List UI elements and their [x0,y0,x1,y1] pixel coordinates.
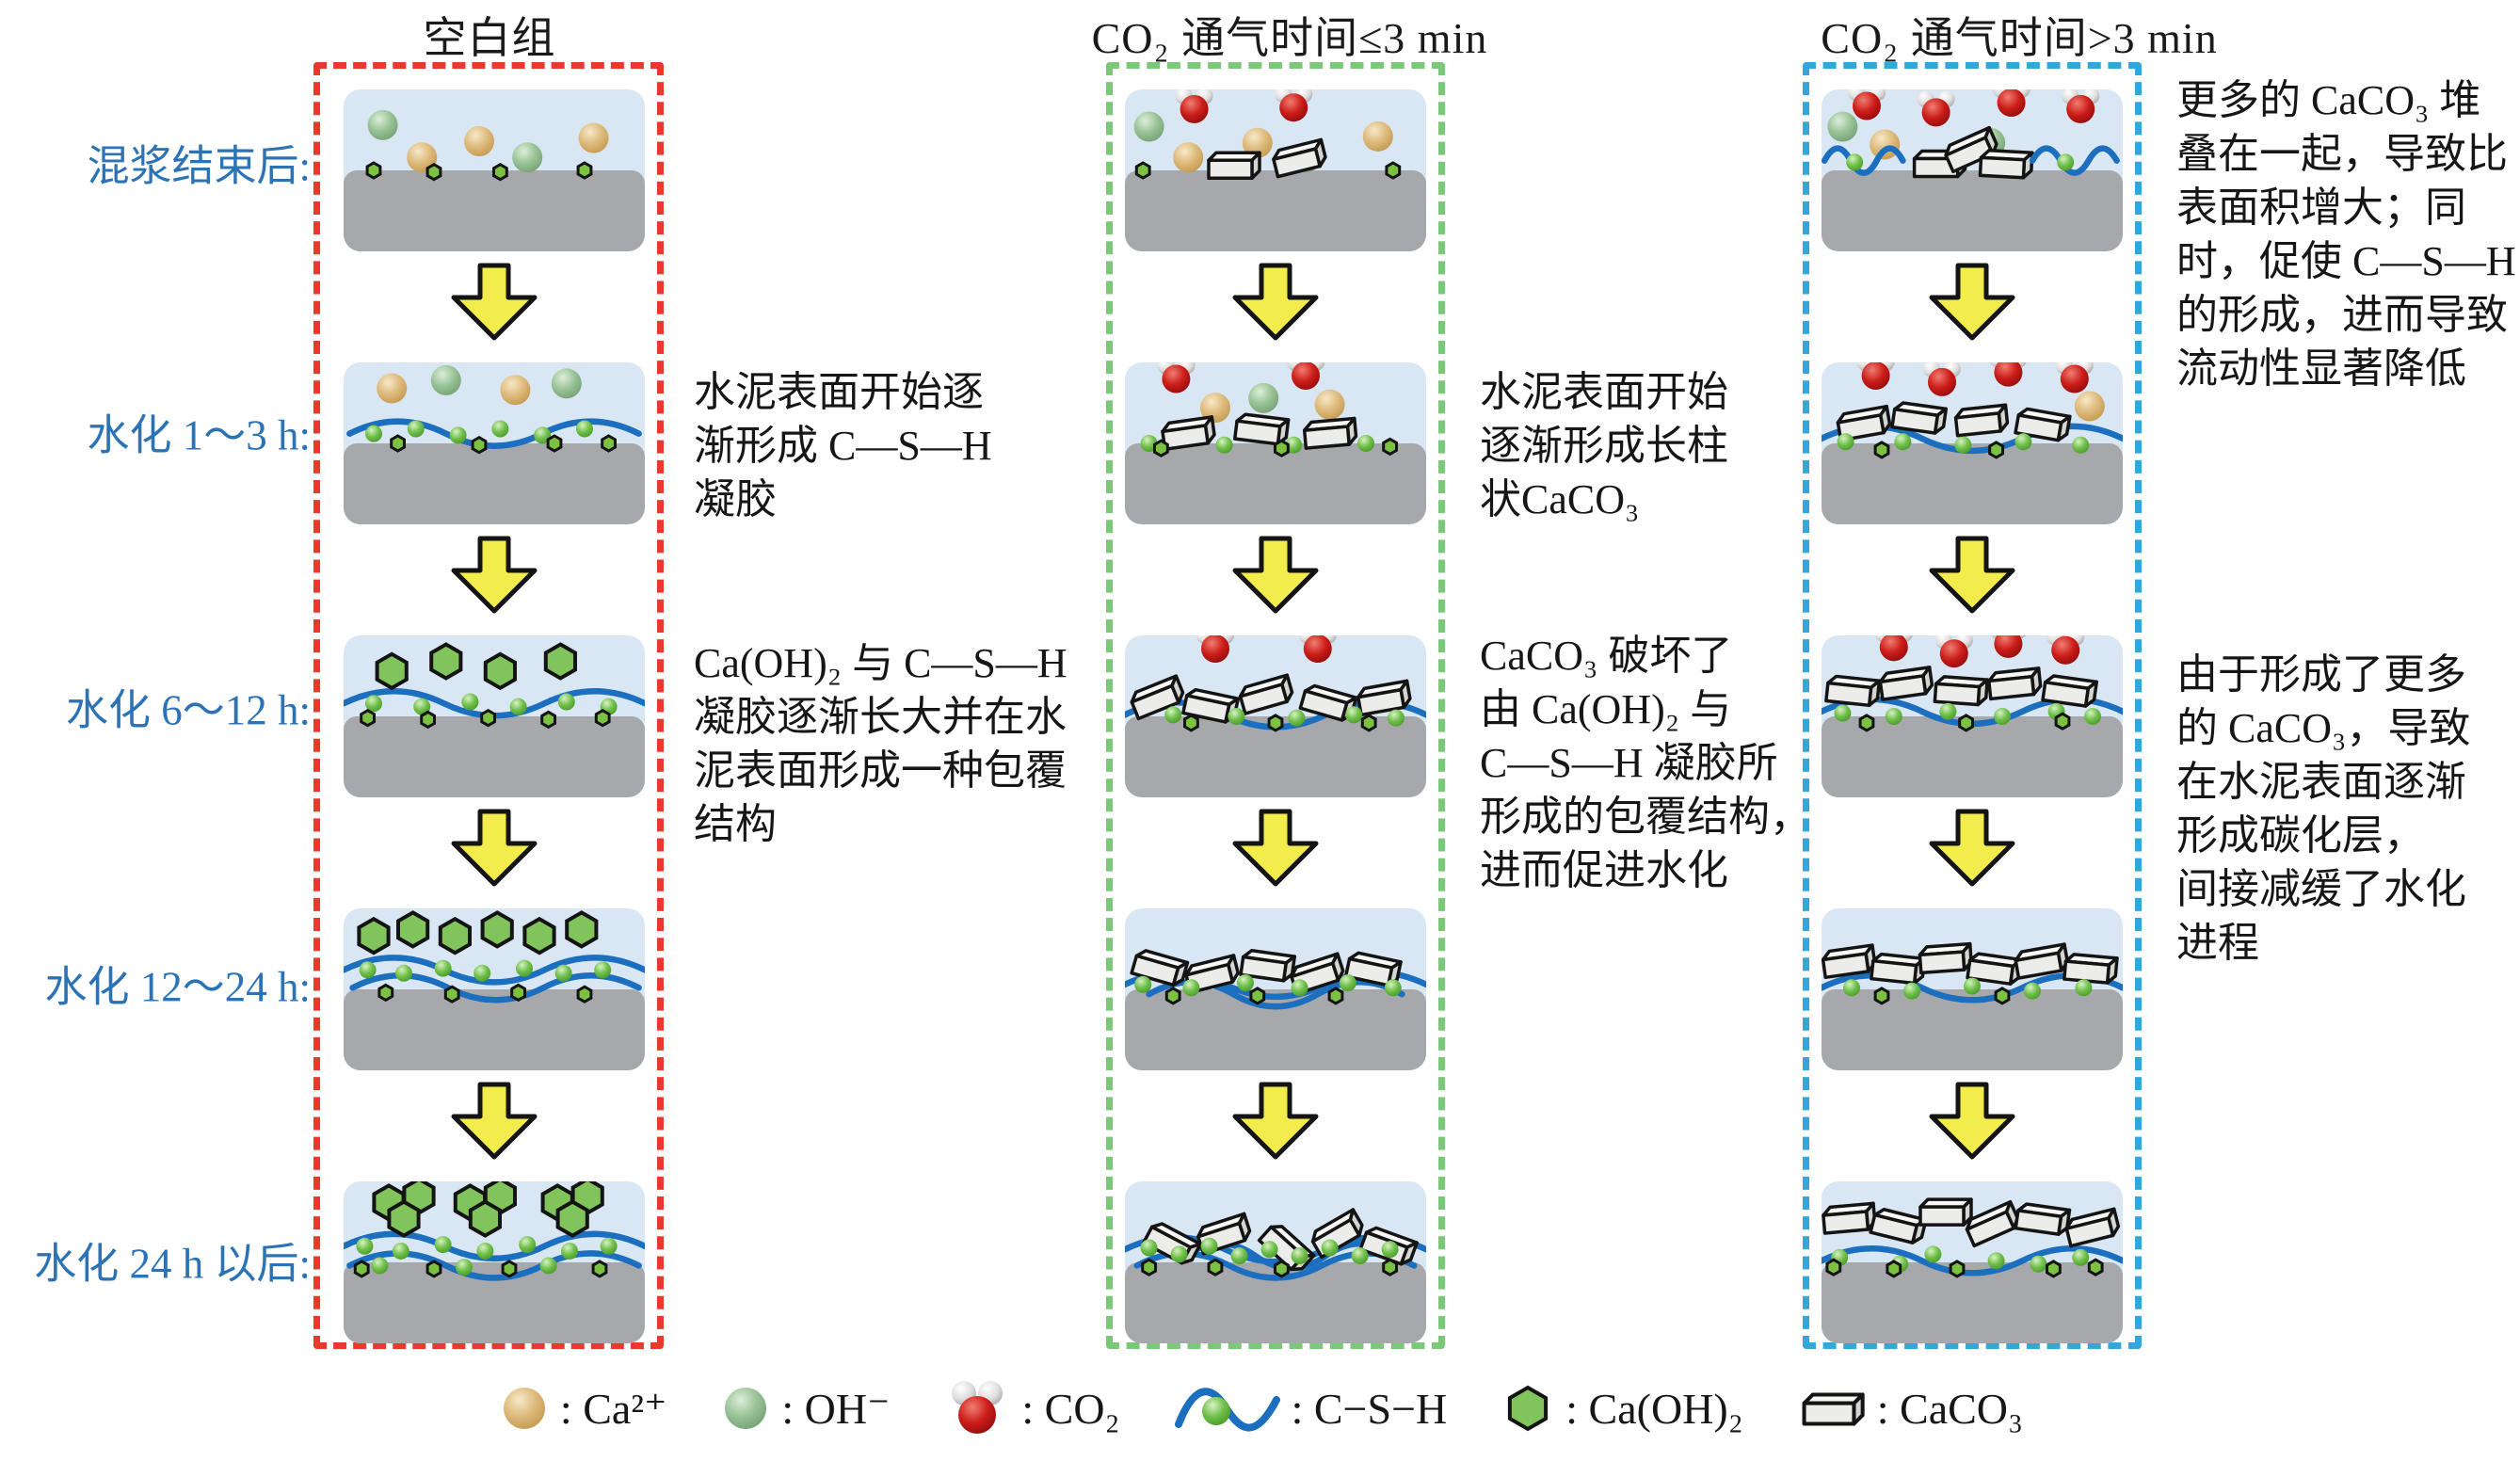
legend-item-4: : Ca(OH)₂ [1501,1382,1743,1435]
panel-illustration-c1r1 [1125,362,1426,524]
column-title-co2-le-3min: CO₂ 通气时间≤3 min [1091,14,1488,62]
ca-sphere-icon [503,1388,545,1429]
row-label-0: 混浆结束后: [87,142,311,190]
csh-curve-icon [1174,1388,1280,1432]
legend-label-3: : C−S−H [1291,1384,1448,1433]
panel-illustration-c2r3 [1822,908,2123,1070]
annotation-blank-6-12h: Ca(OH)₂ 与 C—S—H 凝胶逐渐长大并在水 泥表面形成一种包覆 结构 [694,640,1067,847]
legend-item-5: : CaCO₃ [1798,1384,2023,1434]
legend-label-4: : Ca(OH)₂ [1565,1384,1743,1433]
down-arrow-icon [449,263,539,346]
down-arrow-icon [449,536,539,619]
column-title-blank: 空白组 [423,14,556,62]
panel-illustration-c2r4 [1822,1181,2123,1343]
group-box-co2-le-3min [1106,62,1445,1349]
down-arrow-icon [1927,536,2017,619]
panel-illustration-c2r1 [1822,362,2123,524]
group-box-co2-gt-3min [1803,62,2142,1349]
panel-illustration-c0r0 [344,89,645,251]
legend-label-5: : CaCO₃ [1876,1384,2024,1433]
annotation-gt3-top: 更多的 CaCO₃ 堆 叠在一起，导致比 表面积增大；同 时，促使 C—S—H … [2176,77,2516,392]
panel-illustration-c2r0 [1822,89,2123,251]
down-arrow-icon [1927,809,2017,892]
row-label-2: 水化 6～12 h: [65,686,311,734]
legend-item-3: : C−S−H [1174,1375,1448,1441]
down-arrow-icon [1230,809,1321,892]
group-box-blank [313,62,664,1349]
annotation-gt3-mid: 由于形成了更多 的 CaCO₃，导致 在水泥表面逐渐 形成碳化层， 间接减缓了水… [2176,651,2471,966]
legend-item-0: : Ca²⁺ [500,1383,666,1434]
co2-molecule-icon [952,1381,1003,1434]
panel-illustration-c1r3 [1125,908,1426,1070]
legend-label-1: : OH⁻ [781,1385,891,1433]
down-arrow-icon [1230,1082,1321,1165]
row-label-1: 水化 1～3 h: [87,411,311,459]
panel-illustration-c0r4 [344,1181,645,1343]
legend: : Ca²⁺ : OH⁻ : CO₂ : C−S−H : Ca(OH)₂ : CaCO₃ [377,1359,2146,1457]
column-title-co2-gt-3min: CO₂ 通气时间>3 min [1821,14,2218,62]
legend-item-2: : CO₂ [944,1377,1120,1439]
panel-illustration-c1r2 [1125,635,1426,797]
panel-illustration-c0r3 [344,908,645,1070]
panel-illustration-c1r0 [1125,89,1426,251]
hexagon-icon [1508,1385,1549,1432]
legend-label-2: : CO₂ [1021,1384,1120,1433]
oh-sphere-icon [725,1388,767,1429]
down-arrow-icon [1927,1082,2017,1165]
legend-label-0: : Ca²⁺ [559,1385,667,1433]
caco3-box-icon [1802,1392,1865,1426]
legend-item-1: : OH⁻ [721,1383,890,1434]
down-arrow-icon [1927,263,2017,346]
panel-illustration-c0r1 [344,362,645,524]
panel-illustration-c2r2 [1822,635,2123,797]
down-arrow-icon [449,809,539,892]
annotation-le3-6-12h: CaCO₃ 破坏了 由 Ca(OH)₂ 与 C—S—H 凝胶所 形成的包覆结构，… [1480,633,1811,893]
panel-illustration-c1r4 [1125,1181,1426,1343]
annotation-le3-1-3h: 水泥表面开始 逐渐形成长柱 状CaCO₃ [1480,369,1728,522]
down-arrow-icon [1230,263,1321,346]
row-label-4: 水化 24 h 以后: [34,1240,311,1288]
down-arrow-icon [1230,536,1321,619]
down-arrow-icon [449,1082,539,1165]
row-label-3: 水化 12～24 h: [44,963,311,1011]
annotation-blank-1-3h: 水泥表面开始逐 渐形成 C—S—H 凝胶 [694,369,992,522]
panel-illustration-c0r2 [344,635,645,797]
